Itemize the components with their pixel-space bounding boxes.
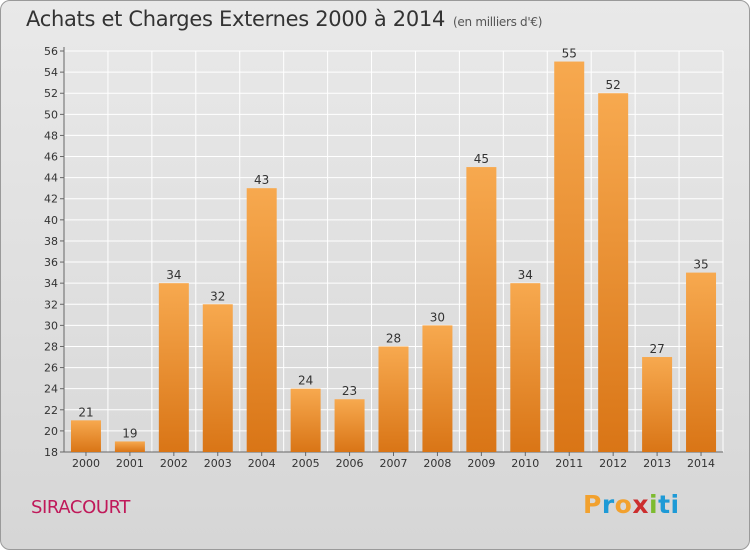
bar <box>642 357 673 452</box>
y-tick-label: 34 <box>44 277 58 290</box>
bar-value-label: 43 <box>254 173 269 187</box>
x-tick-label: 2008 <box>423 457 451 470</box>
chart-title-text: Achats et Charges Externes 2000 à 2014 <box>26 7 446 31</box>
x-tick-label: 2013 <box>643 457 671 470</box>
logo-letter: x <box>632 490 649 519</box>
x-tick-label: 2004 <box>248 457 276 470</box>
y-tick-label: 40 <box>44 214 58 227</box>
bar-value-label: 32 <box>210 289 225 303</box>
y-tick-label: 50 <box>44 108 58 121</box>
bar <box>290 388 321 452</box>
bar <box>114 441 145 452</box>
bar <box>70 420 101 452</box>
x-tick-label: 2009 <box>467 457 495 470</box>
bar-value-label: 52 <box>606 78 621 92</box>
y-tick-label: 22 <box>44 404 58 417</box>
y-tick-label: 56 <box>44 45 58 58</box>
x-tick-label: 2007 <box>380 457 408 470</box>
bar <box>554 61 585 452</box>
bar <box>466 167 497 452</box>
bar <box>422 325 453 452</box>
y-tick-label: 48 <box>44 129 58 142</box>
y-tick-label: 20 <box>44 425 58 438</box>
chart-title: Achats et Charges Externes 2000 à 2014 (e… <box>26 7 542 31</box>
bars <box>70 61 717 453</box>
bar <box>378 346 409 452</box>
bar-value-label: 28 <box>386 331 401 345</box>
x-tick-label: 2012 <box>599 457 627 470</box>
bar-value-label: 21 <box>78 405 93 419</box>
proxiti-logo: Proxiti <box>583 490 680 519</box>
x-tick-label: 2014 <box>687 457 715 470</box>
y-tick-label: 38 <box>44 235 58 248</box>
bar-value-label: 34 <box>166 268 181 282</box>
y-tick-label: 32 <box>44 298 58 311</box>
x-tick-label: 2002 <box>160 457 188 470</box>
bar <box>158 283 189 452</box>
bar <box>598 93 629 453</box>
bar <box>246 188 277 452</box>
bar-value-label: 34 <box>518 268 533 282</box>
y-tick-label: 36 <box>44 256 58 269</box>
x-tick-label: 2006 <box>336 457 364 470</box>
bar <box>334 399 365 452</box>
y-tick-label: 52 <box>44 87 58 100</box>
logo-letter: t <box>658 490 671 519</box>
y-tick-label: 28 <box>44 340 58 353</box>
logo-letter: P <box>583 490 602 519</box>
logo-letter: r <box>601 490 615 519</box>
bar-value-label: 45 <box>474 152 489 166</box>
x-tick-label: 2001 <box>116 457 144 470</box>
logo-letter: i <box>670 490 680 519</box>
chart-unit: (en milliers d'€) <box>453 15 543 29</box>
y-tick-label: 26 <box>44 362 58 375</box>
y-tick-label: 54 <box>44 66 58 79</box>
x-tick-label: 2005 <box>292 457 320 470</box>
y-tick-label: 46 <box>44 151 58 164</box>
logo-letter: o <box>614 490 633 519</box>
commune-name: SIRACOURT <box>31 497 131 518</box>
bar-value-label: 23 <box>342 384 357 398</box>
bar-value-label: 35 <box>693 258 708 272</box>
x-tick-label: 2003 <box>204 457 232 470</box>
y-tick-label: 24 <box>44 383 58 396</box>
bar <box>686 272 717 452</box>
y-tick-label: 30 <box>44 319 58 332</box>
data-labels: 21 19 34 32 43 24 23 28 30 45 34 55 52 27 35 <box>78 47 708 441</box>
logo-letter: i <box>649 490 659 519</box>
bar <box>202 304 233 452</box>
bar-value-label: 27 <box>649 342 664 356</box>
bar-value-label: 55 <box>562 47 577 61</box>
y-tick-label: 44 <box>44 172 58 185</box>
bar <box>510 283 541 452</box>
bar-value-label: 19 <box>122 426 137 440</box>
x-tick-label: 2000 <box>72 457 100 470</box>
y-tick-label: 18 <box>44 446 58 459</box>
y-tick-label: 42 <box>44 193 58 206</box>
bar-value-label: 24 <box>298 374 313 388</box>
x-tick-label: 2011 <box>555 457 583 470</box>
bar-value-label: 30 <box>430 310 445 324</box>
x-tick-label: 2010 <box>511 457 539 470</box>
